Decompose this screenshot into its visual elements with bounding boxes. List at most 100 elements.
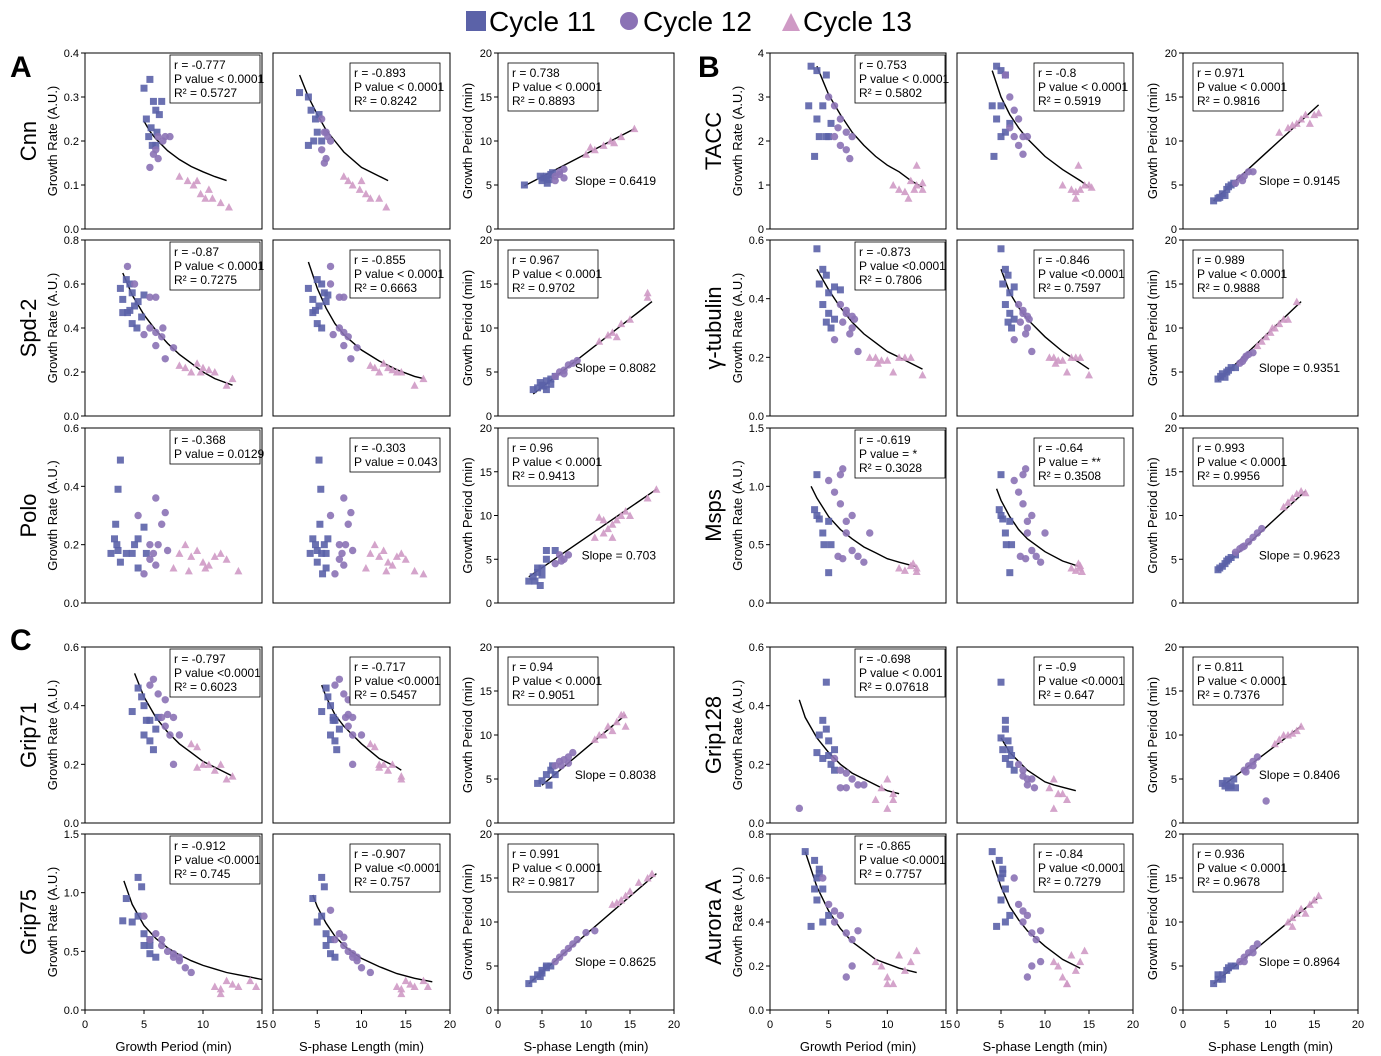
point-cycle-12 [152, 341, 160, 350]
point-cycle-11 [119, 309, 127, 317]
stats-line: R² = 0.9956 [1197, 469, 1260, 483]
point-cycle-12 [1041, 529, 1049, 537]
point-cycle-13 [406, 980, 415, 988]
point-cycle-12 [836, 784, 845, 792]
point-cycle-12 [161, 696, 169, 704]
point-cycle-12 [1019, 309, 1027, 318]
point-cycle-11 [997, 512, 1005, 519]
point-cycle-13 [590, 735, 599, 743]
point-cycle-12 [1258, 524, 1266, 533]
stats-line: r = -0.368 [174, 433, 226, 447]
y-axis-label: Growth Period (min) [460, 83, 475, 199]
point-cycle-11 [547, 375, 555, 383]
y-tick-label: 10 [480, 511, 492, 523]
point-cycle-11 [128, 320, 136, 328]
y-tick-label: 0.3 [64, 92, 79, 104]
stats-line: r = -0.873 [859, 245, 911, 259]
point-cycle-12 [1023, 132, 1032, 141]
point-cycle-13 [366, 194, 375, 202]
point-cycle-12 [848, 132, 856, 141]
x-axis-label: S-phase Length (min) [1208, 1039, 1333, 1054]
y-tick-label: 2 [758, 136, 764, 148]
point-cycle-12 [842, 529, 850, 537]
plot-spd-2-6: 0.0 0.2 0.4 0.6 0.8 r = -0.87P value < 0.0001… [16, 235, 265, 423]
point-cycle-11 [128, 289, 136, 297]
point-cycle-12 [1028, 511, 1036, 520]
point-cycle-11 [331, 737, 339, 745]
point-cycle-13 [612, 515, 621, 524]
point-cycle-12 [1021, 554, 1030, 563]
slope-label: Slope = 0.9351 [1259, 361, 1340, 375]
point-cycle-12 [1006, 124, 1014, 132]
point-cycle-11 [126, 306, 134, 314]
point-cycle-11 [140, 702, 148, 710]
stats-line: r = -0.865 [859, 839, 911, 853]
x-tick-label: 20 [1127, 1019, 1139, 1031]
point-cycle-13 [1275, 735, 1284, 743]
point-cycle-11 [322, 684, 330, 692]
point-cycle-13 [643, 288, 652, 297]
point-cycle-11 [551, 771, 559, 779]
protein-label: TACC [701, 112, 726, 170]
point-cycle-12 [149, 675, 158, 683]
stats-line: r = 0.993 [1197, 441, 1245, 455]
point-cycle-11 [324, 693, 332, 701]
point-cycle-11 [1001, 265, 1009, 273]
point-cycle-11 [318, 280, 326, 288]
point-cycle-13 [201, 194, 210, 202]
point-cycle-13 [384, 766, 393, 774]
y-tick-label: 20 [480, 642, 492, 654]
y-tick-label: 0.0 [749, 818, 764, 830]
point-cycle-12 [146, 163, 154, 172]
point-cycle-13 [228, 980, 237, 988]
point-cycle-12 [1242, 768, 1250, 776]
point-cycle-11 [1210, 197, 1218, 205]
point-cycle-12 [1023, 517, 1032, 526]
point-cycle-12 [848, 546, 856, 555]
point-cycle-13 [228, 374, 237, 383]
stats-line: P value < 0.0001 [1197, 674, 1288, 688]
point-cycle-11 [825, 289, 833, 297]
point-cycle-11 [134, 535, 142, 543]
point-cycle-13 [877, 962, 886, 970]
point-cycle-12 [158, 941, 166, 950]
y-tick-label: 4 [758, 48, 764, 60]
point-cycle-11 [805, 102, 813, 110]
point-cycle-13 [384, 363, 393, 372]
x-axis-5: 0 5 10 15 20 S-phase Length (min) [1180, 1010, 1364, 1054]
point-cycle-13 [877, 356, 886, 364]
stats-box [507, 249, 599, 299]
point-cycle-12 [1019, 772, 1027, 780]
y-tick-label: 0.4 [749, 701, 764, 713]
point-cycle-12 [842, 929, 850, 937]
point-cycle-12 [824, 900, 833, 909]
point-cycle-11 [140, 291, 148, 299]
stats-line: r = -0.84 [1038, 847, 1083, 861]
x-tick-label: 15 [1308, 1019, 1320, 1031]
y-tick-label: 0.0 [64, 224, 79, 236]
y-tick-label: 5 [1171, 180, 1177, 192]
point-cycle-11 [1217, 372, 1225, 380]
point-cycle-13 [909, 559, 918, 567]
y-tick-label: 0.6 [64, 279, 79, 291]
y-tick-label: 20 [1165, 235, 1177, 247]
point-cycle-11 [1008, 752, 1016, 760]
panel-letter-a: A [10, 51, 32, 84]
point-cycle-12 [154, 154, 162, 163]
point-cycle-12 [357, 731, 366, 739]
stats-box [349, 843, 441, 893]
point-cycle-11 [1218, 971, 1226, 979]
point-cycle-11 [1006, 760, 1014, 768]
point-cycle-11 [813, 67, 821, 75]
y-tick-label: 5 [486, 554, 492, 566]
point-cycle-11 [545, 781, 553, 789]
point-cycle-11 [152, 141, 160, 149]
point-cycle-13 [626, 887, 634, 895]
point-cycle-13 [1058, 789, 1067, 798]
point-cycle-11 [822, 271, 830, 279]
y-tick-label: 0.1 [64, 180, 79, 192]
x-tick-label: 0 [82, 1019, 88, 1031]
